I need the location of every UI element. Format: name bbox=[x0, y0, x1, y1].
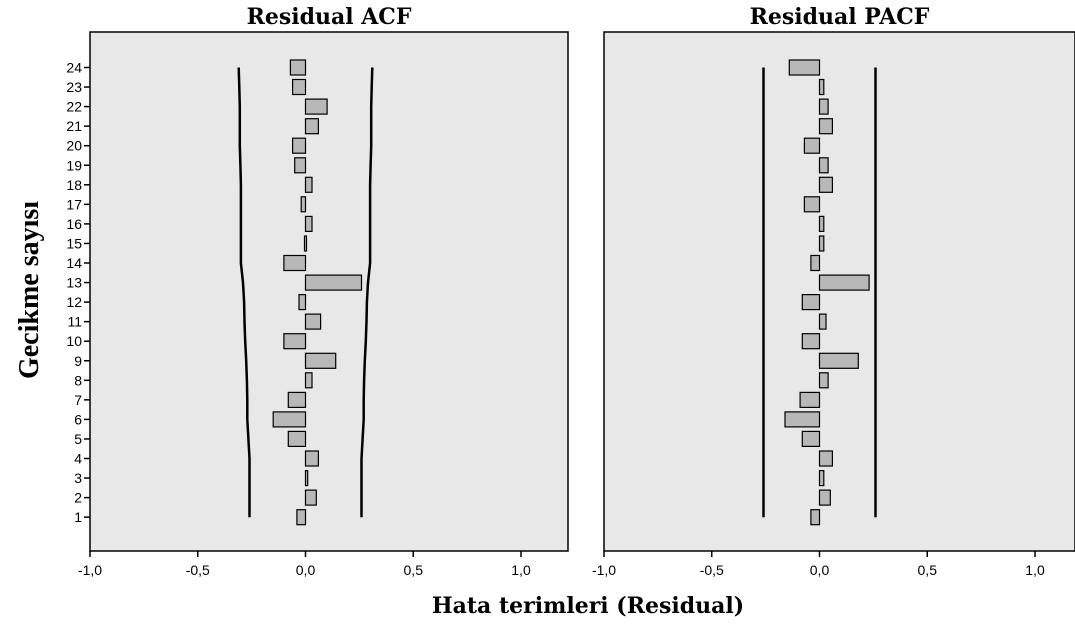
bar-lag-11 bbox=[818, 313, 827, 330]
bar-lag-15 bbox=[303, 235, 308, 252]
bar-lag-5 bbox=[287, 430, 307, 447]
bar-lag-7 bbox=[287, 391, 307, 408]
x-tick-label: 1,0 bbox=[1025, 562, 1045, 578]
bar-lag-21 bbox=[304, 118, 319, 135]
x-tick-label: -1,0 bbox=[592, 562, 616, 578]
bar-lag-22 bbox=[818, 98, 829, 115]
y-tick-label: 17 bbox=[66, 196, 82, 212]
y-tick-label: 3 bbox=[74, 470, 82, 486]
bar-lag-16 bbox=[818, 215, 825, 232]
bar-lag-6 bbox=[784, 411, 821, 428]
x-tick-label: 0,0 bbox=[810, 562, 830, 578]
y-tick-label: 16 bbox=[66, 216, 82, 232]
bar-lag-16 bbox=[304, 215, 313, 232]
y-tick-label: 18 bbox=[66, 177, 82, 193]
bar-lag-11 bbox=[304, 313, 322, 330]
bar-lag-5 bbox=[801, 430, 821, 447]
bar-lag-18 bbox=[818, 176, 833, 193]
bar-lag-14 bbox=[283, 254, 307, 272]
lower-confidence-limit bbox=[237, 67, 251, 518]
bar-lag-9 bbox=[304, 352, 337, 369]
acf-panel: Residual ACF1234567891011121314151617181… bbox=[66, 4, 569, 578]
y-tick-label: 12 bbox=[66, 294, 82, 310]
x-axis-label: Hata terimleri (Residual) bbox=[432, 593, 744, 619]
bar-lag-12 bbox=[801, 294, 821, 311]
bar-lag-12 bbox=[298, 294, 307, 311]
x-tick-label: -0,5 bbox=[186, 562, 210, 578]
bar-lag-20 bbox=[803, 137, 821, 154]
bar-lag-23 bbox=[292, 78, 307, 96]
y-tick-label: 1 bbox=[74, 509, 82, 525]
bar-lag-21 bbox=[818, 118, 833, 135]
bar-lag-23 bbox=[818, 78, 825, 96]
y-tick-label: 2 bbox=[74, 490, 82, 506]
bar-lag-8 bbox=[304, 372, 313, 389]
y-tick-label: 11 bbox=[67, 314, 82, 330]
bar-lag-2 bbox=[304, 489, 317, 506]
y-tick-label: 5 bbox=[74, 431, 82, 447]
x-tick-label: 0,5 bbox=[404, 562, 424, 578]
x-tick-label: 0,0 bbox=[296, 562, 316, 578]
chart-title: Residual ACF bbox=[247, 4, 412, 30]
bar-lag-10 bbox=[283, 333, 307, 350]
bar-lag-17 bbox=[300, 196, 307, 213]
bar-lag-24 bbox=[289, 59, 307, 76]
y-tick-label: 6 bbox=[74, 411, 82, 427]
bar-lag-1 bbox=[296, 509, 307, 526]
bar-lag-13 bbox=[304, 274, 363, 291]
y-tick-label: 24 bbox=[66, 60, 82, 76]
bar-lag-8 bbox=[818, 372, 829, 389]
y-tick-label: 9 bbox=[74, 353, 82, 369]
chart-title: Residual PACF bbox=[750, 4, 930, 30]
plot-area bbox=[603, 31, 1075, 552]
y-tick-label: 23 bbox=[66, 79, 82, 95]
y-tick-label: 20 bbox=[66, 138, 82, 154]
pacf-panel: Residual PACF -1,0 -0,5 0,0 0,5 1,0 bbox=[592, 4, 1075, 578]
bar-lag-22 bbox=[304, 98, 328, 115]
y-tick-label: 7 bbox=[74, 392, 82, 408]
y-tick-label: 4 bbox=[74, 451, 82, 467]
x-tick-label: -1,0 bbox=[78, 562, 102, 578]
bar-lag-20 bbox=[292, 137, 307, 154]
y-tick-label: 15 bbox=[66, 235, 82, 251]
bar-lag-3 bbox=[818, 470, 825, 487]
y-tick-label: 22 bbox=[66, 99, 82, 115]
y-tick-label: 13 bbox=[66, 275, 82, 291]
bar-lag-6 bbox=[272, 411, 307, 428]
bar-lag-1 bbox=[810, 509, 821, 526]
bar-lag-15 bbox=[818, 235, 825, 252]
bar-lag-2 bbox=[818, 489, 831, 506]
x-tick-label: -0,5 bbox=[700, 562, 724, 578]
y-tick-label: 19 bbox=[66, 157, 82, 173]
y-axis-label: Gecikme sayısı bbox=[14, 201, 45, 379]
bar-lag-19 bbox=[294, 157, 307, 174]
upper-confidence-limit bbox=[360, 67, 374, 518]
bar-lag-7 bbox=[799, 391, 821, 408]
bar-lag-9 bbox=[818, 352, 859, 369]
y-tick-label: 10 bbox=[66, 333, 82, 349]
plot-area bbox=[89, 31, 569, 552]
bar-lag-14 bbox=[810, 254, 821, 272]
bar-lag-19 bbox=[818, 157, 829, 174]
bar-lag-4 bbox=[304, 450, 319, 467]
y-tick-label: 21 bbox=[66, 118, 82, 134]
bar-lag-13 bbox=[818, 274, 870, 291]
x-tick-label: 1,0 bbox=[511, 562, 531, 578]
y-tick-label: 8 bbox=[74, 372, 82, 388]
bar-lag-10 bbox=[801, 333, 821, 350]
bar-lag-3 bbox=[304, 470, 309, 487]
bar-lag-17 bbox=[803, 196, 821, 213]
bar-lag-4 bbox=[818, 450, 833, 467]
y-tick-label: 14 bbox=[66, 255, 82, 271]
x-tick-label: 0,5 bbox=[918, 562, 938, 578]
bar-lag-24 bbox=[788, 59, 821, 76]
bar-lag-18 bbox=[304, 176, 313, 193]
